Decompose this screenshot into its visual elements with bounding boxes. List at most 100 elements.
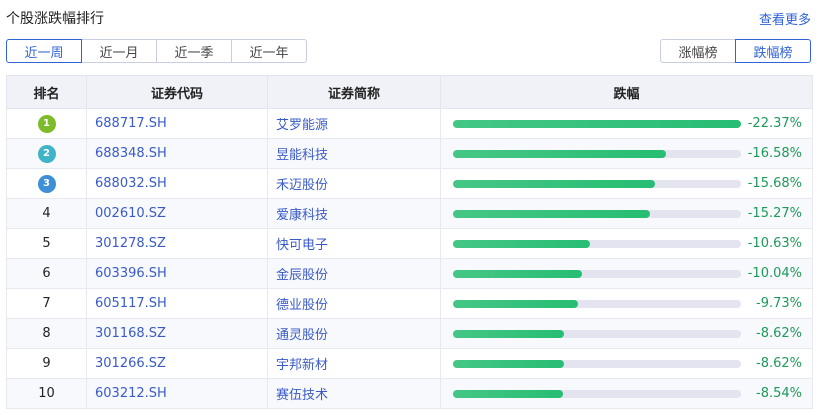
change-bar-fill: [453, 149, 667, 158]
change-bar-track: [453, 119, 741, 128]
change-value: -8.62%: [756, 326, 802, 341]
col-change: 跌幅: [440, 75, 813, 109]
change-bar-track: [453, 179, 741, 188]
stock-code-link[interactable]: 301168.SZ: [86, 318, 268, 349]
change-cell: -8.62%: [440, 348, 813, 379]
change-value: -10.04%: [747, 266, 802, 281]
table-row: 10 603212.SH 赛伍技术 -8.54%: [6, 378, 813, 409]
table-row: 3 688032.SH 禾迈股份 -15.68%: [6, 168, 813, 199]
change-value: -8.54%: [756, 386, 802, 401]
stock-name-link[interactable]: 德业股份: [267, 288, 441, 319]
page-title: 个股涨跌幅排行: [6, 11, 104, 27]
stock-code-link[interactable]: 301266.SZ: [86, 348, 268, 379]
stock-code-link[interactable]: 605117.SH: [86, 288, 268, 319]
stock-name-link[interactable]: 爱康科技: [267, 198, 441, 229]
change-bar-track: [453, 329, 741, 338]
table-row: 2 688348.SH 昱能科技 -16.58%: [6, 138, 813, 169]
change-cell: -8.54%: [440, 378, 813, 409]
rank-cell: 5: [6, 228, 87, 259]
rank-cell: 4: [6, 198, 87, 229]
change-cell: -9.73%: [440, 288, 813, 319]
col-code: 证券代码: [86, 75, 268, 109]
rank-number: 7: [42, 296, 51, 311]
stock-name-link[interactable]: 禾迈股份: [267, 168, 441, 199]
stock-code-link[interactable]: 301278.SZ: [86, 228, 268, 259]
rank-medal-icon: 1: [37, 114, 56, 133]
change-value: -9.73%: [756, 296, 802, 311]
stock-name-link[interactable]: 赛伍技术: [267, 378, 441, 409]
change-bar-track: [453, 209, 741, 218]
rank-cell: 1: [6, 108, 87, 139]
rank-number: 5: [42, 236, 51, 251]
change-bar-track: [453, 299, 741, 308]
col-rank: 排名: [6, 75, 87, 109]
stock-code-link[interactable]: 603396.SH: [86, 258, 268, 289]
change-bar-fill: [453, 299, 579, 308]
stock-code-link[interactable]: 603212.SH: [86, 378, 268, 409]
rank-number: 4: [42, 206, 51, 221]
rank-cell: 7: [6, 288, 87, 319]
rank-cell: 2: [6, 138, 87, 169]
rank-number: 6: [42, 266, 51, 281]
change-value: -15.27%: [747, 206, 802, 221]
period-tab-0[interactable]: 近一周: [6, 39, 82, 63]
change-bar-track: [453, 269, 741, 278]
stock-code-link[interactable]: 002610.SZ: [86, 198, 268, 229]
change-bar-fill: [453, 359, 564, 368]
change-value: -16.58%: [747, 146, 802, 161]
change-bar-track: [453, 359, 741, 368]
rank-cell: 8: [6, 318, 87, 349]
change-cell: -15.68%: [440, 168, 813, 199]
change-bar-fill: [453, 179, 655, 188]
change-bar-fill: [453, 329, 564, 338]
change-bar-track: [453, 389, 741, 398]
period-tab-3[interactable]: 近一年: [231, 39, 307, 63]
stock-code-link[interactable]: 688717.SH: [86, 108, 268, 139]
change-bar-track: [453, 149, 741, 158]
stock-name-link[interactable]: 昱能科技: [267, 138, 441, 169]
change-cell: -10.63%: [440, 228, 813, 259]
board-tab-0[interactable]: 涨幅榜: [660, 39, 736, 63]
change-bar-fill: [453, 209, 650, 218]
table-row: 8 301168.SZ 通灵股份 -8.62%: [6, 318, 813, 349]
rank-medal-icon: 2: [37, 144, 56, 163]
view-more-link[interactable]: 查看更多: [758, 13, 811, 28]
table-row: 6 603396.SH 金辰股份 -10.04%: [6, 258, 813, 289]
period-tab-1[interactable]: 近一月: [81, 39, 157, 63]
table-row: 7 605117.SH 德业股份 -9.73%: [6, 288, 813, 319]
change-bar-fill: [453, 239, 590, 248]
change-value: -15.68%: [747, 176, 802, 191]
change-bar-fill: [453, 269, 583, 278]
rank-number: 10: [38, 386, 55, 401]
table-row: 5 301278.SZ 快可电子 -10.63%: [6, 228, 813, 259]
change-value: -10.63%: [747, 236, 802, 251]
stock-name-link[interactable]: 快可电子: [267, 228, 441, 259]
change-cell: -10.04%: [440, 258, 813, 289]
rank-medal-icon: 3: [37, 174, 56, 193]
board-tabs: 涨幅榜 跌幅榜: [660, 39, 811, 63]
period-tab-2[interactable]: 近一季: [156, 39, 232, 63]
change-cell: -16.58%: [440, 138, 813, 169]
stock-code-link[interactable]: 688348.SH: [86, 138, 268, 169]
change-bar-track: [453, 239, 741, 248]
table-row: 9 301266.SZ 宇邦新材 -8.62%: [6, 348, 813, 379]
rank-number: 8: [42, 326, 51, 341]
stock-name-link[interactable]: 宇邦新材: [267, 348, 441, 379]
rank-cell: 9: [6, 348, 87, 379]
change-value: -8.62%: [756, 356, 802, 371]
change-bar-fill: [453, 119, 741, 128]
stock-code-link[interactable]: 688032.SH: [86, 168, 268, 199]
stock-name-link[interactable]: 通灵股份: [267, 318, 441, 349]
period-tabs: 近一周 近一月 近一季 近一年: [6, 39, 307, 63]
rank-number: 9: [42, 356, 51, 371]
change-cell: -8.62%: [440, 318, 813, 349]
ranking-table: 排名 证券代码 证券简称 跌幅 1 688717.SH 艾罗能源 -22.37%…: [6, 75, 813, 409]
stock-name-link[interactable]: 艾罗能源: [267, 108, 441, 139]
board-tab-1[interactable]: 跌幅榜: [735, 39, 811, 63]
table-row: 1 688717.SH 艾罗能源 -22.37%: [6, 108, 813, 139]
table-row: 4 002610.SZ 爱康科技 -15.27%: [6, 198, 813, 229]
change-value: -22.37%: [747, 116, 802, 131]
rank-cell: 10: [6, 378, 87, 409]
change-cell: -15.27%: [440, 198, 813, 229]
stock-name-link[interactable]: 金辰股份: [267, 258, 441, 289]
